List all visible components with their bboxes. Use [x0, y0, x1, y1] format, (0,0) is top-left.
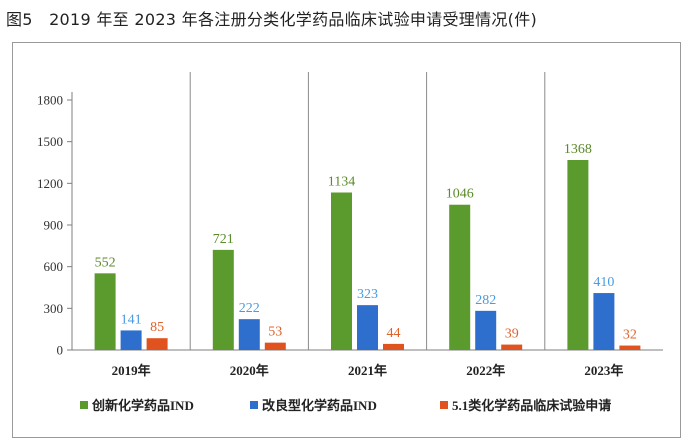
- legend-swatch-1: [80, 401, 88, 409]
- bar-s1-0: [94, 273, 116, 350]
- bar-s1-2: [331, 192, 352, 350]
- data-label-s3-1: 53: [268, 325, 282, 340]
- legend-label-3: 5.1类化学药品临床试验申请: [452, 398, 611, 413]
- legend-label-1: 创新化学药品IND: [91, 398, 194, 413]
- bar-s2-4: [593, 293, 615, 350]
- data-label-s2-4: 410: [593, 275, 614, 290]
- data-label-s1-2: 1134: [328, 175, 355, 190]
- x-tick-label: 2021年: [348, 363, 387, 378]
- legend-label-2: 改良型化学药品IND: [262, 398, 377, 413]
- bar-s2-2: [357, 305, 378, 350]
- bar-s3-0: [146, 338, 168, 350]
- bar-s3-3: [501, 344, 523, 350]
- page-title: 图5 2019 年至 2023 年各注册分类化学药品临床试验申请受理情况(件): [6, 10, 538, 29]
- y-tick-label: 900: [44, 218, 64, 233]
- data-label-s3-4: 32: [623, 328, 637, 343]
- x-tick-label: 2020年: [230, 363, 269, 378]
- bar-s2-3: [475, 310, 497, 350]
- bar-s2-0: [120, 330, 142, 350]
- data-label-s3-0: 85: [150, 320, 164, 335]
- data-label-s1-0: 552: [95, 255, 116, 270]
- bar-s1-1: [212, 249, 234, 350]
- y-tick-label: 0: [57, 343, 64, 358]
- bar-s3-2: [383, 343, 404, 350]
- y-tick-label: 1500: [37, 134, 63, 149]
- y-tick-label: 300: [44, 301, 64, 316]
- legend-swatch-3: [440, 401, 448, 409]
- y-tick-label: 1200: [37, 176, 63, 191]
- data-label-s1-1: 721: [213, 232, 234, 247]
- data-label-s2-1: 222: [239, 301, 260, 316]
- data-label-s3-2: 44: [387, 326, 401, 341]
- bar-s2-1: [238, 319, 260, 350]
- x-tick-label: 2022年: [466, 363, 505, 378]
- legend-swatch-2: [250, 401, 258, 409]
- x-tick-label: 2023年: [584, 363, 623, 378]
- bar-s3-4: [619, 345, 641, 350]
- y-tick-label: 1800: [37, 93, 63, 108]
- data-label-s3-3: 39: [505, 327, 519, 342]
- bar-s1-3: [449, 204, 471, 350]
- bar-s1-4: [567, 160, 589, 350]
- data-label-s2-0: 141: [121, 312, 142, 327]
- y-tick-label: 600: [44, 259, 64, 274]
- data-label-s1-4: 1368: [564, 142, 592, 157]
- data-label-s2-2: 323: [357, 287, 378, 302]
- data-label-s1-3: 1046: [446, 187, 474, 202]
- bar-s3-1: [264, 342, 286, 350]
- data-label-s2-3: 282: [475, 293, 496, 308]
- x-tick-label: 2019年: [112, 363, 151, 378]
